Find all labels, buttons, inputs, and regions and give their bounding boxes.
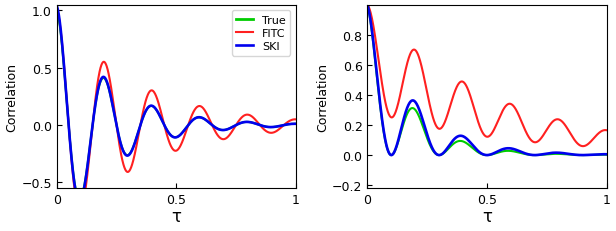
Legend: True, FITC, SKI: True, FITC, SKI — [232, 11, 290, 56]
X-axis label: τ: τ — [171, 207, 181, 225]
X-axis label: τ: τ — [482, 207, 492, 225]
Y-axis label: Correlation: Correlation — [317, 63, 330, 131]
Y-axis label: Correlation: Correlation — [6, 63, 18, 131]
